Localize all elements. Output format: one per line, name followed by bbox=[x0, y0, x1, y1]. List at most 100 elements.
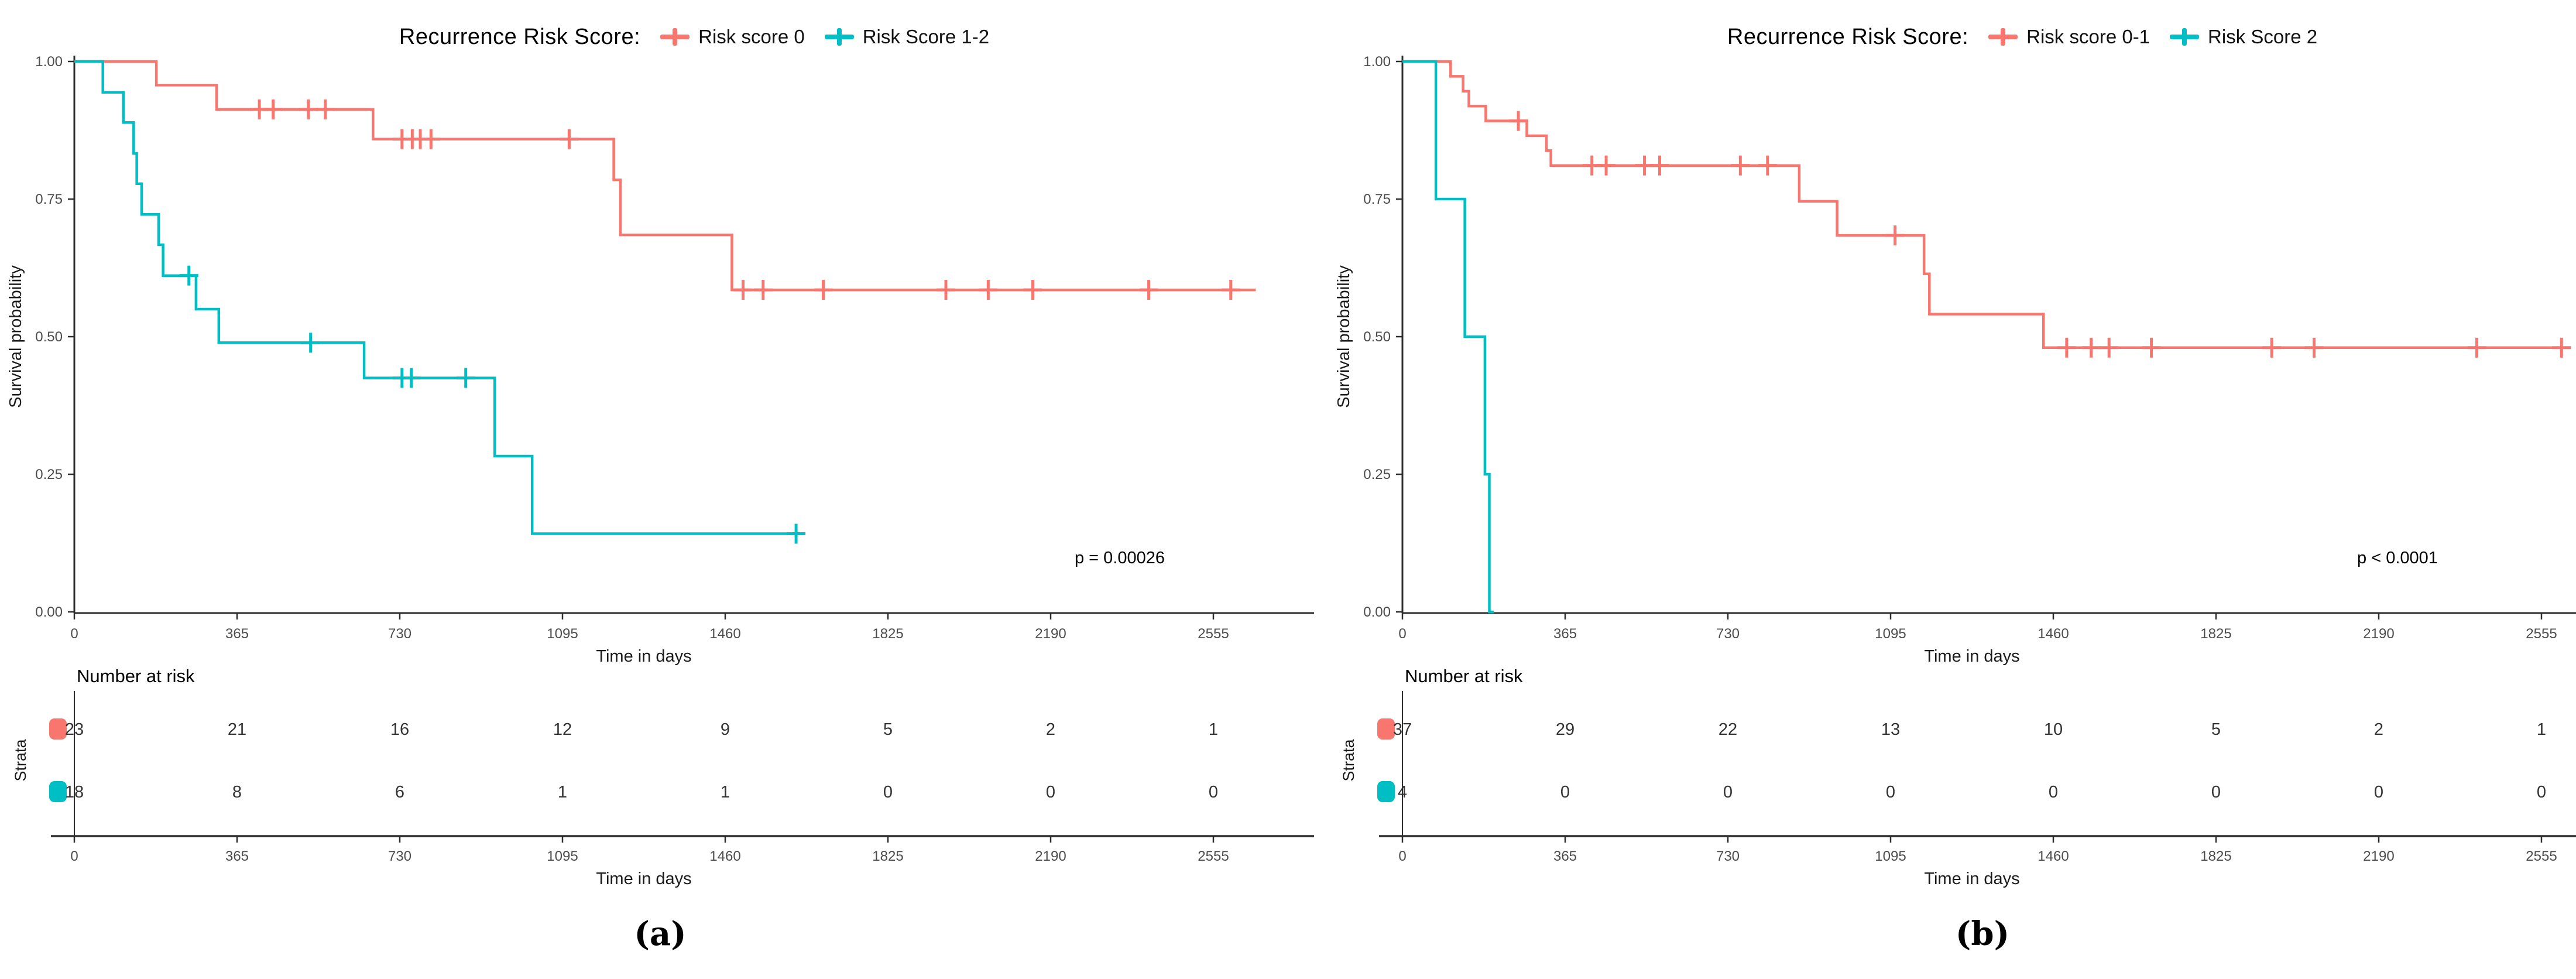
legend-label-b-0: Risk score 0-1 bbox=[2026, 26, 2150, 47]
at-risk-count: 0 bbox=[1560, 783, 1570, 802]
risk-x-tick-label: 2555 bbox=[2526, 848, 2557, 864]
plus-vertical-bar bbox=[2001, 28, 2006, 46]
x-tick-label: 730 bbox=[1716, 626, 1740, 642]
risk-x-tick-label: 1460 bbox=[709, 848, 740, 864]
risk-x-tick-label: 1095 bbox=[1875, 848, 1906, 864]
legend-title-a: Recurrence Risk Score: bbox=[399, 24, 641, 49]
risk-x-axis-title: Time in days bbox=[596, 870, 691, 888]
x-axis-title: Time in days bbox=[596, 647, 691, 666]
risk-x-tick-label: 1825 bbox=[2200, 848, 2231, 864]
x-tick-label: 1095 bbox=[1875, 626, 1906, 642]
legend-title-b: Recurrence Risk Score: bbox=[1727, 24, 1969, 49]
at-risk-count: 1 bbox=[2537, 720, 2546, 739]
y-tick-label: 1.00 bbox=[35, 54, 63, 70]
risk-x-tick-label: 730 bbox=[388, 848, 411, 864]
strata-axis-title: Strata bbox=[12, 739, 29, 782]
risk-x-axis-title: Time in days bbox=[1924, 870, 2019, 888]
x-tick-label: 365 bbox=[1553, 626, 1577, 642]
at-risk-count: 5 bbox=[2211, 720, 2221, 739]
risk-x-tick-label: 365 bbox=[1553, 848, 1577, 864]
y-axis-title: Survival probability bbox=[6, 265, 25, 408]
y-tick-label: 0.25 bbox=[35, 467, 63, 482]
at-risk-count: 2 bbox=[1046, 720, 1055, 739]
strata-key-teal bbox=[1377, 781, 1395, 802]
x-tick-label: 1825 bbox=[872, 626, 903, 642]
at-risk-count: 0 bbox=[1046, 783, 1055, 802]
risk-table-title: Number at risk bbox=[1405, 666, 1523, 686]
at-risk-count: 1 bbox=[1209, 720, 1218, 739]
y-tick-label: 0.25 bbox=[1363, 467, 1391, 482]
at-risk-count: 12 bbox=[553, 720, 572, 739]
y-axis-title: Survival probability bbox=[1335, 265, 1353, 408]
risk-x-tick-label: 1825 bbox=[872, 848, 903, 864]
km-curve-b-1 bbox=[1402, 60, 1494, 614]
legend-label-a-1: Risk Score 1-2 bbox=[862, 26, 990, 47]
y-tick-label: 1.00 bbox=[1363, 54, 1391, 70]
at-risk-count: 21 bbox=[228, 720, 246, 739]
plus-vertical-bar bbox=[673, 28, 678, 46]
at-risk-count: 29 bbox=[1556, 720, 1575, 739]
plus-vertical-bar bbox=[836, 28, 842, 46]
legend-b: Recurrence Risk Score: Risk score 0-1 Risk… bbox=[1402, 16, 2576, 57]
risk-x-tick-label: 0 bbox=[70, 848, 78, 864]
p-value-label-a: p = 0.00026 bbox=[1075, 549, 1165, 567]
at-risk-count: 8 bbox=[232, 783, 242, 802]
risk-x-tick-label: 365 bbox=[225, 848, 249, 864]
at-risk-count: 0 bbox=[2537, 783, 2546, 802]
censor-plus-icon bbox=[1988, 26, 2018, 48]
x-tick-label: 2190 bbox=[1035, 626, 1066, 642]
x-axis-title: Time in days bbox=[1924, 647, 2019, 666]
x-tick-label: 365 bbox=[225, 626, 249, 642]
km-curve-b-0 bbox=[1402, 60, 2571, 350]
at-risk-count: 6 bbox=[395, 783, 404, 802]
at-risk-count: 2 bbox=[2374, 720, 2383, 739]
at-risk-count: 0 bbox=[2374, 783, 2383, 802]
panel-b: 0.00 0.25 0.50 0.75 1.00 Survival probability… bbox=[1335, 54, 2576, 953]
plus-vertical-bar bbox=[2182, 28, 2187, 46]
strata-key-red bbox=[1377, 718, 1395, 740]
x-tick-label: 0 bbox=[1398, 626, 1406, 642]
risk-table-title: Number at risk bbox=[77, 666, 195, 686]
y-tick-label: 0.50 bbox=[35, 329, 63, 345]
at-risk-count: 10 bbox=[2044, 720, 2063, 739]
km-curve-a-0 bbox=[74, 60, 1256, 292]
at-risk-count: 13 bbox=[1881, 720, 1900, 739]
risk-x-tick-label: 0 bbox=[1398, 848, 1406, 864]
x-tick-label: 1460 bbox=[2038, 626, 2069, 642]
censor-plus-icon bbox=[2170, 26, 2200, 48]
panel-a: 0.00 0.25 0.50 0.75 1.00 Survival probability… bbox=[6, 54, 1314, 953]
at-risk-count: 22 bbox=[1719, 720, 1737, 739]
at-risk-count: 0 bbox=[1723, 783, 1733, 802]
legend-item-a-0: Risk score 0 bbox=[660, 26, 805, 48]
x-tick-label: 2555 bbox=[1198, 626, 1229, 642]
at-risk-count: 5 bbox=[883, 720, 893, 739]
y-tick-label: 0.75 bbox=[35, 191, 63, 207]
at-risk-count: 0 bbox=[883, 783, 893, 802]
strata-axis-title: Strata bbox=[1340, 739, 1357, 782]
x-tick-label: 2555 bbox=[2526, 626, 2557, 642]
at-risk-count: 9 bbox=[721, 720, 730, 739]
strata-key-teal bbox=[49, 781, 67, 802]
x-tick-label: 2190 bbox=[2363, 626, 2394, 642]
legend-label-a-0: Risk score 0 bbox=[698, 26, 805, 47]
risk-x-tick-label: 2555 bbox=[1198, 848, 1229, 864]
x-tick-label: 1825 bbox=[2200, 626, 2231, 642]
legend-a: Recurrence Risk Score: Risk score 0 Risk S… bbox=[74, 16, 1314, 57]
y-tick-label: 0.50 bbox=[1363, 329, 1391, 345]
risk-x-tick-label: 2190 bbox=[1035, 848, 1066, 864]
p-value-label-b: p < 0.0001 bbox=[2357, 549, 2438, 567]
at-risk-count: 1 bbox=[558, 783, 567, 802]
panel-caption-b: (b) bbox=[1956, 915, 2009, 953]
panel-caption-a: (a) bbox=[634, 915, 686, 953]
risk-x-tick-label: 1460 bbox=[2038, 848, 2069, 864]
at-risk-count: 0 bbox=[2211, 783, 2221, 802]
risk-x-tick-label: 2190 bbox=[2363, 848, 2394, 864]
censor-plus-icon bbox=[660, 26, 690, 48]
risk-x-tick-label: 730 bbox=[1716, 848, 1740, 864]
at-risk-count: 0 bbox=[2049, 783, 2058, 802]
x-tick-label: 1460 bbox=[709, 626, 740, 642]
legend-label-b-1: Risk Score 2 bbox=[2208, 26, 2318, 47]
km-curve-a-1 bbox=[74, 60, 797, 535]
x-tick-label: 1095 bbox=[547, 626, 578, 642]
